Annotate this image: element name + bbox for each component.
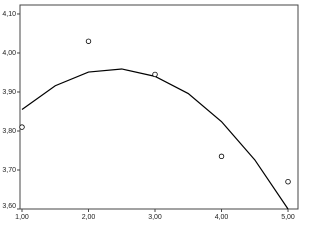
chart: 3,60 3,70 3,80 3,90 4,00 4,10 1,00 2,00 3,00 4,00… <box>2 4 299 221</box>
x-tick-label: 1,00 <box>15 214 29 221</box>
point <box>218 153 225 160</box>
y-tick-label: 3,60 <box>2 203 16 210</box>
point <box>85 38 92 44</box>
y-tick-label: 3,80 <box>2 128 16 135</box>
y-tick-label: 4,10 <box>2 11 16 18</box>
y-tick-label: 3,90 <box>2 89 16 96</box>
point <box>285 178 291 185</box>
plot-frame <box>19 4 299 210</box>
y-tick-label: 3,70 <box>2 167 16 174</box>
x-tick-label: 3,00 <box>148 214 162 221</box>
point <box>152 71 158 78</box>
x-tick-label: 2,00 <box>82 214 96 221</box>
x-tick-label: 4,00 <box>215 214 229 221</box>
point <box>19 124 25 130</box>
y-tick-label: 4,00 <box>2 50 16 57</box>
x-tick-label: 5,00 <box>281 214 295 221</box>
